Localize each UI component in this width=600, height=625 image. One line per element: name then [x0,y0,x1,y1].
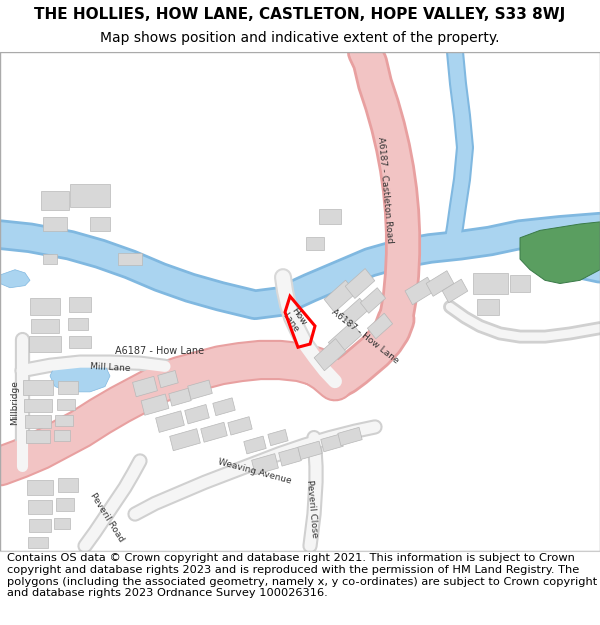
Text: Peveril Close: Peveril Close [305,479,319,538]
Bar [251,454,278,474]
Bar [328,322,362,356]
Polygon shape [50,360,110,392]
Bar [141,394,169,415]
Bar [319,209,341,224]
Bar [25,415,51,428]
Bar [24,399,52,412]
Bar [26,430,50,443]
Bar [41,191,69,210]
Text: How
Lane: How Lane [281,305,309,334]
Bar [361,288,386,313]
Bar [213,398,235,416]
Bar [306,237,324,249]
Text: Map shows position and indicative extent of the property.: Map shows position and indicative extent… [100,31,500,45]
Text: Weaving Avenue: Weaving Avenue [217,458,293,486]
Bar [54,518,70,529]
Bar [477,299,499,315]
Bar [28,500,52,514]
Bar [405,277,435,305]
Bar [298,441,322,459]
Text: A6187 - How Lane: A6187 - How Lane [330,308,400,366]
Bar [28,538,48,548]
Bar [341,298,368,326]
Bar [338,428,362,446]
Bar [23,380,53,395]
Bar [314,339,346,371]
Bar [29,519,51,532]
Text: Millbridge: Millbridge [10,380,19,425]
Text: A6187 - How Lane: A6187 - How Lane [115,346,205,356]
Text: Contains OS data © Crown copyright and database right 2021. This information is : Contains OS data © Crown copyright and d… [7,554,598,598]
Bar [158,371,178,388]
Bar [57,399,75,411]
Bar [29,336,61,352]
Bar [278,448,301,466]
Bar [188,380,212,399]
Bar [43,216,67,231]
Bar [68,318,88,330]
Bar [58,381,78,394]
Bar [510,275,530,292]
Bar [58,479,78,492]
Bar [69,336,91,348]
Bar [367,313,392,339]
Bar [228,417,252,435]
Bar [133,376,157,397]
Bar [268,429,288,446]
Bar [442,279,468,302]
Bar [244,436,266,454]
Text: Peveril Road: Peveril Road [88,491,125,543]
Bar [31,319,59,334]
Bar [90,216,110,231]
Polygon shape [520,222,600,284]
Bar [69,298,91,312]
Bar [30,298,60,316]
Bar [55,415,73,426]
Text: A6187 - Castleton Road: A6187 - Castleton Road [376,136,394,244]
Bar [118,253,142,266]
Bar [345,269,375,299]
Bar [170,429,200,451]
Bar [324,280,356,312]
Bar [43,254,57,264]
Bar [56,498,74,511]
Bar [27,479,53,496]
Bar [473,273,508,294]
Bar [54,430,70,441]
Polygon shape [0,270,30,288]
Bar [185,404,209,424]
Bar [426,271,454,296]
Text: THE HOLLIES, HOW LANE, CASTLETON, HOPE VALLEY, S33 8WJ: THE HOLLIES, HOW LANE, CASTLETON, HOPE V… [34,6,566,21]
Text: Mill Lane: Mill Lane [89,362,130,373]
Bar [155,411,184,432]
Bar [321,434,343,452]
Bar [201,422,227,442]
Bar [169,388,191,406]
Bar [70,184,110,207]
